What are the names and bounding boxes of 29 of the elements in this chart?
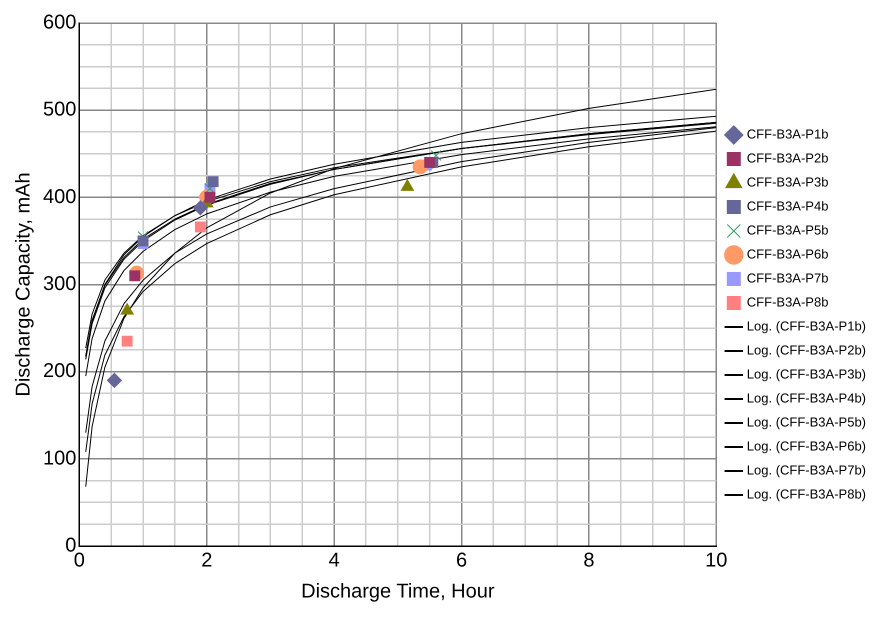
y-tick-label: 300 [42, 273, 76, 296]
legend-label: CFF-B3A-P8b [746, 294, 828, 310]
legend-label: CFF-B3A-P6b [746, 246, 828, 262]
y-tick-label: 200 [42, 360, 76, 382]
legend-label: Log. (CFF-B3A-P4b) [746, 390, 866, 406]
legend-label: CFF-B3A-P2b [746, 150, 828, 166]
legend-label: Log. (CFF-B3A-P1b) [746, 318, 866, 334]
x-tick-label: 6 [456, 550, 468, 572]
legend-label: CFF-B3A-P5b [746, 222, 828, 238]
x-tick-label: 10 [705, 550, 728, 572]
legend-label: CFF-B3A-P1b [746, 126, 828, 142]
y-axis-title: Discharge Capacity, mAh [12, 172, 35, 397]
legend-label: Log. (CFF-B3A-P5b) [746, 414, 866, 430]
legend-label: Log. (CFF-B3A-P6b) [746, 438, 866, 454]
x-tick-label: 8 [583, 550, 594, 572]
y-tick-label: 400 [42, 186, 76, 208]
legend-label: Log. (CFF-B3A-P8b) [746, 486, 866, 502]
legend-label: Log. (CFF-B3A-P3b) [746, 366, 866, 382]
legend-label: Log. (CFF-B3A-P7b) [746, 462, 866, 478]
x-tick-label: 4 [328, 550, 340, 572]
legend-label: Log. (CFF-B3A-P2b) [746, 342, 866, 358]
legend-label: CFF-B3A-P7b [746, 270, 828, 286]
legend-label: CFF-B3A-P3b [746, 174, 828, 190]
x-axis-title: Discharge Time, Hour [301, 580, 495, 603]
y-tick-label: 500 [42, 98, 76, 121]
y-tick-label: 100 [42, 447, 76, 470]
x-tick-label: 2 [201, 550, 212, 572]
legend-label: CFF-B3A-P4b [746, 198, 828, 214]
y-tick-label: 600 [42, 12, 76, 34]
